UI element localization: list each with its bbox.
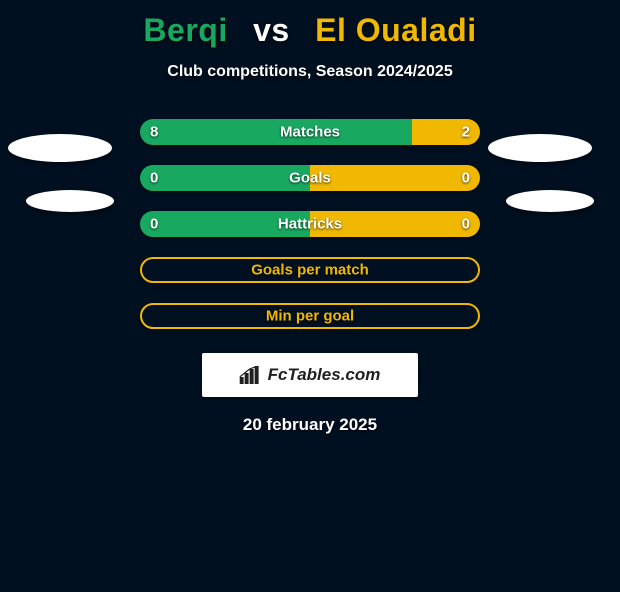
decorative-ellipse xyxy=(26,190,114,212)
stat-label: Hattricks xyxy=(278,216,342,233)
stat-bar-left xyxy=(140,165,310,191)
subtitle: Club competitions, Season 2024/2025 xyxy=(0,63,620,81)
source-logo-text: FcTables.com xyxy=(268,365,381,385)
comparison-title: Berqi vs El Oualadi xyxy=(0,12,620,49)
stat-label: Min per goal xyxy=(266,308,354,325)
stat-label: Goals per match xyxy=(251,262,369,279)
stat-value-right: 0 xyxy=(462,170,470,187)
source-logo: FcTables.com xyxy=(202,353,418,397)
stat-label: Matches xyxy=(280,124,340,141)
stats-bars: 8 2 Matches 0 0 Goals 0 0 Hattricks Goals per mat… xyxy=(140,119,480,329)
versus-text: vs xyxy=(253,12,290,48)
stat-value-left: 0 xyxy=(150,216,158,233)
decorative-ellipse xyxy=(488,134,592,162)
stat-value-right: 2 xyxy=(462,124,470,141)
player1-name: Berqi xyxy=(143,12,227,48)
snapshot-date: 20 february 2025 xyxy=(0,415,620,435)
stat-bar: 0 0 Hattricks xyxy=(140,211,480,237)
stat-bar-right xyxy=(310,165,480,191)
stat-bar: 8 2 Matches xyxy=(140,119,480,145)
stat-bar: 0 0 Goals xyxy=(140,165,480,191)
bar-chart-icon xyxy=(240,366,262,384)
player2-name: El Oualadi xyxy=(315,12,476,48)
stat-bar-left xyxy=(140,119,412,145)
stat-bar: Min per goal xyxy=(140,303,480,329)
stat-value-left: 0 xyxy=(150,170,158,187)
stat-value-right: 0 xyxy=(462,216,470,233)
stat-label: Goals xyxy=(289,170,331,187)
decorative-ellipse xyxy=(8,134,112,162)
stat-bar: Goals per match xyxy=(140,257,480,283)
decorative-ellipse xyxy=(506,190,594,212)
stat-value-left: 8 xyxy=(150,124,158,141)
